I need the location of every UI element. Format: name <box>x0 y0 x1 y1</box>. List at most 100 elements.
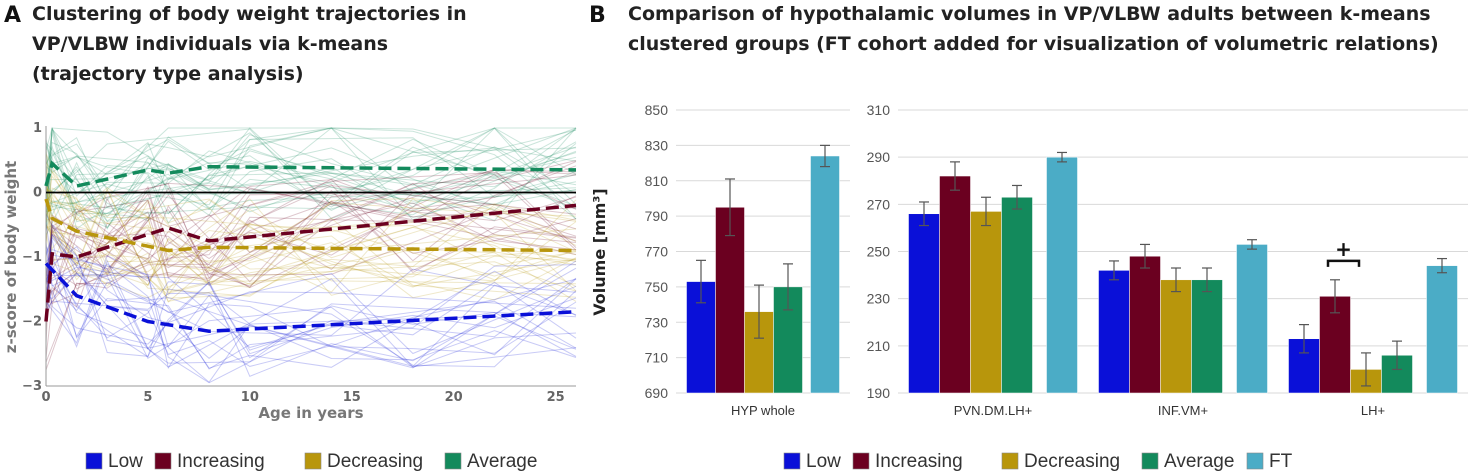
individual-trajectory-line <box>45 187 577 299</box>
panel-b-title-line-2: clustered groups (FT cohort added for vi… <box>628 33 1439 55</box>
individual-trajectory-line <box>45 165 577 291</box>
panel-a-letter: A <box>4 3 21 28</box>
individual-trajectory-line <box>45 132 577 230</box>
individual-trajectory-line <box>45 197 577 288</box>
significance-bracket <box>1326 259 1361 267</box>
legend-swatch-ft <box>1246 452 1264 470</box>
bar-decreasing <box>970 211 1002 394</box>
y-tick-label: 750 <box>645 279 669 295</box>
series-line-average <box>44 160 577 188</box>
individual-trajectory-line <box>45 195 577 298</box>
individual-trajectory-line <box>45 273 577 356</box>
individual-trajectory-line <box>45 138 577 180</box>
individual-trajectory-line <box>45 188 577 299</box>
individual-trajectory-line <box>45 248 577 355</box>
individual-trajectory-line <box>45 127 577 233</box>
individual-trajectory-line <box>45 245 577 359</box>
y-tick-label: 810 <box>645 173 669 189</box>
y-tick-label: 230 <box>867 291 891 307</box>
legend-swatch-low <box>85 452 103 470</box>
hyp-whole-bar-chart: 690 710 730 750 770 790 810 830 850 HYP whole Volu… <box>590 102 850 418</box>
individual-trajectory-line <box>45 188 577 297</box>
individual-trajectory-line <box>45 126 577 230</box>
bar-low <box>1098 270 1130 394</box>
x-tick-label: 10 <box>241 390 259 405</box>
bar-ft <box>1046 156 1078 394</box>
individual-trajectory-line <box>45 168 577 307</box>
individual-trajectory-line <box>45 198 577 293</box>
panel-b-title-line-1: Comparison of hypothalamic volumes in VP… <box>628 3 1431 25</box>
y-tick-label: −1 <box>22 250 42 265</box>
legend-label-average: Average <box>467 451 537 472</box>
individual-trajectory-line <box>45 248 577 364</box>
y-tick-label: 310 <box>867 102 891 118</box>
x-tick-label: 5 <box>143 390 152 405</box>
x-tick-label: 0 <box>41 390 50 405</box>
individual-trajectory-line <box>45 183 577 286</box>
individual-trajectory-line <box>45 224 577 299</box>
legend-swatch-low <box>783 452 801 470</box>
legend-swatch-average <box>1141 452 1159 470</box>
panel-b-letter: B <box>589 3 606 28</box>
y-axis-title: Volume [mm³] <box>590 188 609 315</box>
legend-swatch-increasing <box>154 452 172 470</box>
individual-trajectory-line <box>45 143 577 215</box>
individual-trajectory-line <box>45 239 577 370</box>
individual-trajectory-line <box>45 245 577 368</box>
x-tick-label: 20 <box>445 390 463 405</box>
individual-trajectory-line <box>45 134 577 207</box>
y-tick-label: −3 <box>22 379 42 394</box>
legend-label-decreasing: Decreasing <box>1024 451 1120 472</box>
x-axis-title: Age in years <box>258 404 363 422</box>
individual-trajectory-line <box>45 233 577 369</box>
individual-trajectory-line <box>45 237 577 367</box>
individual-trajectory-line <box>45 132 577 216</box>
individual-trajectory-line <box>45 189 577 317</box>
individual-trajectory-line <box>45 266 577 351</box>
legend-label-decreasing: Decreasing <box>327 451 423 472</box>
legend-label-average: Average <box>1164 451 1234 472</box>
bar-average <box>1191 279 1223 394</box>
legend-a: Low Increasing Decreasing Average <box>85 451 537 472</box>
individual-trajectory-line <box>45 127 577 202</box>
individual-trajectory-line <box>45 127 577 236</box>
individual-trajectory-line <box>45 207 577 302</box>
panel-a-title-line-2: VP/VLBW individuals via k-means <box>32 33 388 55</box>
individual-trajectory-line <box>45 129 577 229</box>
y-tick-label: 270 <box>867 196 891 212</box>
individual-trajectory-line <box>45 198 577 296</box>
individual-trajectory-line <box>45 127 576 211</box>
legend-label-low: Low <box>806 451 841 472</box>
individual-trajectory-line <box>45 128 577 230</box>
bar-increasing <box>939 175 971 394</box>
individual-trajectory-line <box>45 155 577 210</box>
legend-swatch-increasing <box>852 452 870 470</box>
cluster-mean-lines <box>44 160 577 333</box>
individual-trajectory-line <box>45 183 577 283</box>
bar-average <box>1001 197 1033 394</box>
individual-trajectory-line <box>45 127 577 222</box>
y-tick-label: 210 <box>867 338 891 354</box>
y-tick-label: 710 <box>645 350 669 366</box>
individual-trajectory-line <box>45 254 577 370</box>
individual-trajectory-line <box>45 171 577 363</box>
individual-trajectory-line <box>45 165 577 310</box>
y-axis-title: z-score of body weight <box>2 161 20 353</box>
individual-trajectory-line <box>45 184 577 285</box>
individual-trajectory-line <box>45 187 577 296</box>
individual-trajectory-line <box>45 241 577 384</box>
legend-swatch-decreasing <box>1001 452 1019 470</box>
legend-label-increasing: Increasing <box>875 451 963 472</box>
individual-trajectory-line <box>45 127 577 222</box>
individual-trajectory-line <box>45 128 577 218</box>
individual-trajectory-line <box>45 259 577 368</box>
individual-trajectories <box>45 126 577 384</box>
legend-label-low: Low <box>108 451 143 472</box>
individual-trajectory-line <box>45 201 577 313</box>
individual-trajectory-line <box>45 162 577 299</box>
individual-trajectory-line <box>45 213 577 355</box>
y-tick-label: 290 <box>867 149 891 165</box>
individual-trajectory-line <box>45 127 577 217</box>
